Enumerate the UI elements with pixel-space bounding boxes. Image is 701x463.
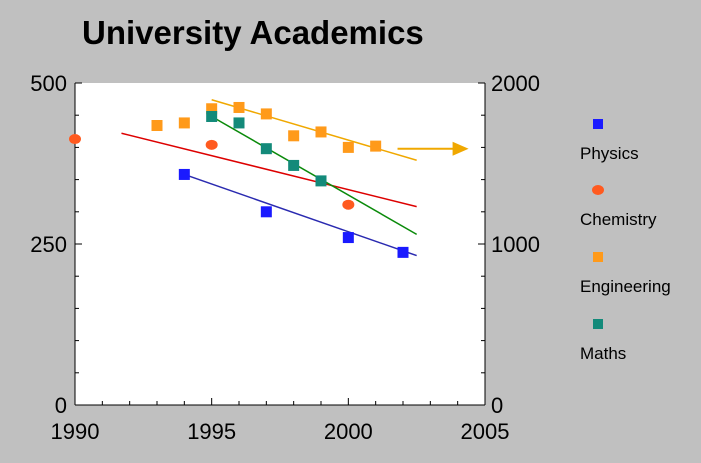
engineering-point <box>206 103 218 115</box>
engineering-point <box>151 120 163 132</box>
engineering-point <box>233 101 245 113</box>
legend-marker-maths <box>593 319 603 329</box>
physics-trendline <box>184 173 417 257</box>
physics-point <box>260 206 272 218</box>
physics-point <box>178 168 190 180</box>
data-points <box>69 101 409 258</box>
y-tick-label-right: 1000 <box>491 232 540 257</box>
x-tick-label: 2000 <box>324 419 373 444</box>
engineering-point <box>260 108 272 120</box>
legend-label-physics: Physics <box>580 144 639 163</box>
arrow-head-icon <box>452 141 469 156</box>
chemistry-point <box>69 134 81 145</box>
y-tick-label-left: 500 <box>30 71 67 96</box>
maths-point <box>206 110 218 122</box>
legend-label-chemistry: Chemistry <box>580 210 657 229</box>
physics-point <box>342 232 354 244</box>
maths-point <box>260 143 272 155</box>
maths-point <box>288 159 300 171</box>
engineering-point <box>370 140 382 152</box>
plot-area <box>75 83 485 405</box>
chemistry-trendline <box>121 132 417 208</box>
maths-point <box>315 175 327 187</box>
trendlines <box>121 99 469 257</box>
y-tick-label-right: 2000 <box>491 71 540 96</box>
x-tick-label: 1995 <box>187 419 236 444</box>
y-tick-label-left: 0 <box>55 393 67 418</box>
legend-marker-engineering <box>593 252 603 262</box>
y-tick-label-right: 0 <box>491 393 503 418</box>
chart-title: University Academics <box>82 14 424 51</box>
engineering-point <box>288 130 300 142</box>
engineering-point <box>178 117 190 129</box>
legend-label-maths: Maths <box>580 344 626 363</box>
legend-marker-physics <box>593 119 603 129</box>
legend-marker-chemistry <box>592 185 604 195</box>
legend: Physics Chemistry Engineering Maths <box>580 119 671 363</box>
chemistry-point <box>342 199 355 210</box>
x-tick-label: 2005 <box>461 419 510 444</box>
maths-trendline <box>211 115 418 235</box>
legend-label-engineering: Engineering <box>580 277 671 296</box>
maths-point <box>233 117 245 129</box>
x-tick-label: 1990 <box>51 419 100 444</box>
engineering-point <box>342 141 354 153</box>
engineering-point <box>315 126 327 138</box>
y-tick-label-left: 250 <box>30 232 67 257</box>
physics-point <box>397 246 409 258</box>
engineering-trendline <box>211 99 417 161</box>
chemistry-point <box>205 139 218 150</box>
